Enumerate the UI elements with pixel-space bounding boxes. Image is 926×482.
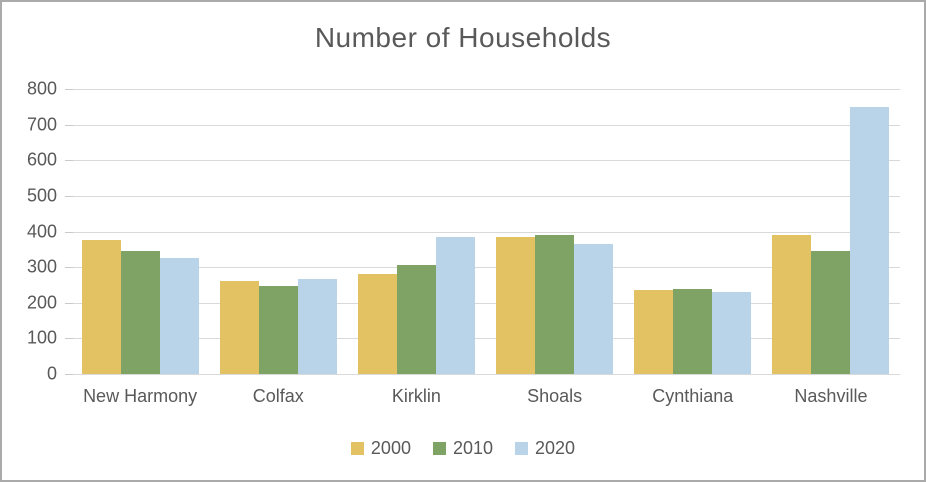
bar-group-colfax — [209, 89, 347, 374]
y-axis-label-400: 400 — [26, 221, 57, 241]
y-axis-tick — [65, 124, 73, 126]
y-axis-label-800: 800 — [26, 78, 57, 99]
y-axis-label-700: 700 — [26, 114, 57, 135]
bar-kirklin-2020 — [435, 237, 475, 374]
gridline-100 — [71, 338, 900, 340]
legend: 2000 2010 2020 — [2, 438, 924, 459]
bar-shoals-2020 — [574, 244, 614, 374]
y-axis-label-500: 500 — [26, 185, 57, 206]
bar-group-new-harmony — [71, 89, 209, 374]
gridline-800 — [71, 89, 900, 90]
y-axis-label-0: 0 — [46, 363, 57, 384]
y-axis-tick — [65, 160, 73, 162]
bar-kirklin-2010 — [396, 265, 436, 374]
y-axis-tick — [65, 267, 73, 269]
legend-label-2020: 2020 — [535, 438, 576, 458]
x-axis-label-new-harmony: New Harmony — [83, 386, 198, 406]
bar-nashville-2010 — [811, 251, 851, 374]
gridline-500 — [71, 195, 900, 197]
legend-label-2010: 2010 — [452, 438, 494, 458]
bar-new-harmony-2010 — [120, 251, 160, 374]
chart-title: Number of Households — [314, 22, 612, 53]
bar-group-kirklin — [347, 89, 485, 374]
y-axis-tick — [65, 374, 73, 375]
y-axis-tick — [65, 195, 73, 197]
gridline-0 — [71, 374, 900, 375]
bar-group-cynthiana — [624, 89, 762, 374]
bar-shoals-2010 — [535, 235, 575, 374]
x-axis-label-cynthiana: Cynthiana — [652, 386, 734, 406]
y-axis-tick — [65, 89, 73, 90]
gridline-600 — [71, 160, 900, 162]
x-axis-labels: New Harmony Colfax Kirklin Shoals Cynthiana N… — [71, 386, 900, 407]
bar-colfax-2010 — [258, 286, 298, 374]
bar-colfax-2000 — [219, 281, 259, 374]
bar-colfax-2020 — [297, 279, 337, 374]
gridline-400 — [71, 231, 900, 233]
y-axis-tick — [65, 338, 73, 340]
y-axis-label-100: 100 — [26, 327, 57, 348]
legend-swatch-icon — [432, 442, 446, 455]
x-axis-label-nashville: Nashville — [794, 386, 868, 406]
legend-item-2010: 2010 — [432, 438, 494, 459]
gridline-700 — [71, 124, 900, 126]
plot-area: 0 100 200 300 400 500 600 700 800 — [27, 79, 900, 384]
x-axis-label-kirklin: Kirklin — [391, 386, 441, 406]
bar-cynthiana-2020 — [712, 292, 752, 374]
y-axis-tick — [65, 302, 73, 304]
bar-new-harmony-2020 — [159, 258, 199, 374]
y-axis-label-600: 600 — [26, 149, 57, 170]
legend-item-2020: 2020 — [515, 438, 575, 459]
bar-new-harmony-2000 — [81, 240, 121, 374]
legend-item-2000: 2000 — [350, 438, 411, 459]
legend-label-2000: 2000 — [370, 438, 411, 458]
bar-shoals-2000 — [496, 237, 536, 374]
bar-group-shoals — [486, 89, 624, 374]
y-axis-label-300: 300 — [26, 256, 57, 277]
x-axis-label-colfax: Colfax — [252, 386, 304, 406]
x-axis-label-shoals: Shoals — [527, 386, 583, 406]
y-axis-tick — [65, 231, 73, 233]
bar-cynthiana-2000 — [634, 290, 674, 374]
gridline-300 — [71, 267, 900, 269]
y-axis-label-200: 200 — [26, 292, 57, 313]
gridline-200 — [71, 302, 900, 304]
bar-kirklin-2000 — [357, 274, 397, 374]
bar-nashville-2020 — [850, 107, 890, 374]
bar-cynthiana-2010 — [673, 289, 713, 374]
bar-group-nashville — [762, 89, 900, 374]
legend-swatch-icon — [350, 442, 364, 455]
legend-swatch-icon — [515, 442, 529, 455]
bar-nashville-2000 — [772, 235, 812, 374]
bar-groups — [71, 89, 900, 374]
